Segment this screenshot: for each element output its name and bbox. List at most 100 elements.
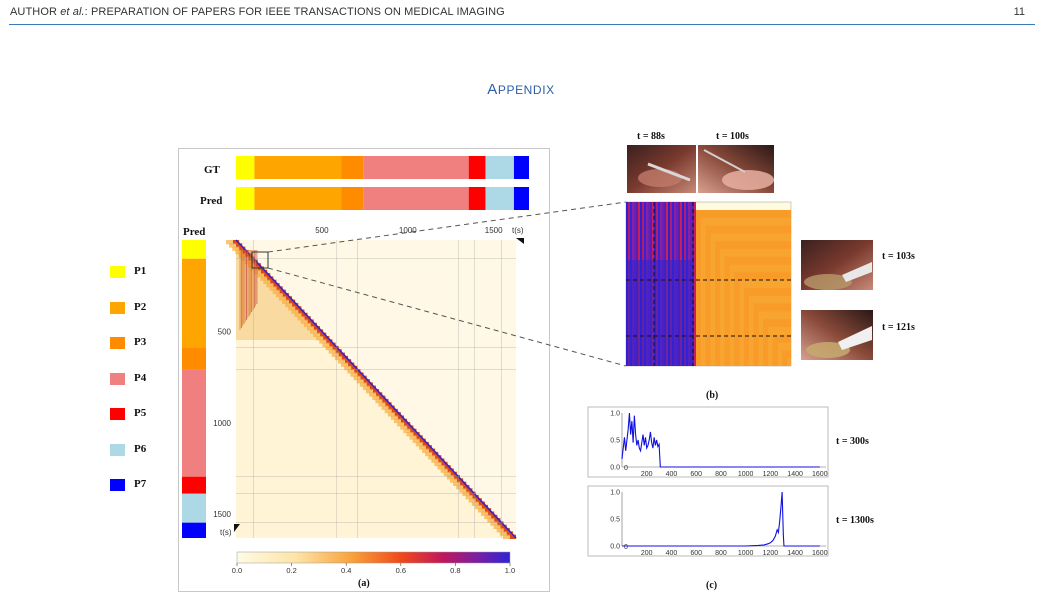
diagonal-core (481, 504, 488, 510)
diagonal-cell (282, 299, 296, 304)
diagonal-cell (437, 465, 451, 470)
diagonal-core (313, 326, 320, 331)
x-tick-label: 200 (641, 550, 653, 557)
legend-label-p6: P6 (134, 442, 147, 455)
diagonal-core (422, 441, 429, 447)
frame-label-88: t = 88s (637, 131, 665, 142)
heatmap-diagonal (226, 239, 517, 539)
top-tick-label: 1500 (485, 226, 503, 235)
pred-bar-segment-p1 (236, 187, 255, 210)
legend-swatch-p1 (110, 266, 125, 278)
pred-column-segment-p2 (182, 258, 206, 348)
diagonal-core (273, 283, 280, 288)
frame-88 (627, 145, 696, 193)
pred-column-segment-p6 (182, 493, 206, 523)
series-line (621, 412, 820, 468)
diagonal-cell (266, 283, 280, 288)
diagonal-core (276, 286, 283, 291)
diagonal-cell (313, 332, 327, 338)
diagonal-core (332, 345, 339, 351)
diagonal-cell (422, 448, 436, 453)
diagonal-cell (369, 392, 383, 397)
pred-bar-segment-p4 (363, 187, 469, 210)
diagonal-core (466, 488, 473, 493)
pred-bar-segment-p2 (254, 187, 342, 210)
header-title: : PREPARATION OF PAPERS FOR IEEE TRANSAC… (84, 6, 505, 18)
diagonal-core (450, 471, 457, 477)
y-tick-label: 0.0 (610, 544, 620, 551)
diagonal-cell (465, 494, 479, 500)
heatmap-ticks: 500 1000 1500 500 1000 1500 (213, 226, 503, 519)
diagonal-core (245, 253, 252, 258)
diagonal-core (407, 425, 414, 430)
diagonal-core (457, 478, 464, 483)
diagonal-cell (319, 339, 333, 344)
legend-label-p3: P3 (134, 336, 147, 348)
x-tick-label: 1600 (812, 471, 828, 478)
diagonal-cell (456, 485, 470, 490)
diagonal-cell (415, 441, 429, 447)
legend-swatch-p7 (110, 479, 125, 491)
gt-row-label: GT (204, 164, 220, 176)
diagonal-cell (378, 402, 392, 407)
diagonal-cell (235, 249, 249, 255)
diagonal-cell (232, 246, 246, 251)
diagonal-core (251, 259, 258, 265)
colorbar-tick-label: 1.0 (505, 566, 515, 575)
y-tick-label: 0.0 (610, 465, 620, 472)
x-tick-label: 1200 (763, 471, 779, 478)
colorbar-tick-label: 0.0 (232, 566, 242, 575)
diagonal-core (295, 306, 302, 311)
diagonal-cell (344, 365, 358, 371)
diagonal-cell (474, 504, 488, 510)
line-chart-t300: 0.0 0.5 1.0 0 200 400 600 800 1000 1200 1400 1600 (610, 411, 827, 479)
diagonal-core (429, 448, 436, 453)
gt-bar-segment-p7 (513, 156, 529, 179)
frame-100-tissue (722, 170, 774, 190)
pred-row-label: Pred (200, 195, 223, 207)
top-axis-unit: t(s) (512, 226, 524, 235)
header-rule (9, 24, 1035, 25)
zoom-stair-step (782, 350, 791, 366)
diagonal-core (326, 339, 333, 344)
diagonal-core (438, 458, 445, 463)
diagonal-cell (359, 382, 373, 387)
diagonal-cell (263, 279, 277, 285)
diagonal-core (282, 292, 289, 298)
x-tick-label: 1400 (787, 550, 803, 557)
diagonal-core (404, 422, 411, 427)
legend-label-p4: P4 (134, 371, 147, 384)
diagonal-core (475, 498, 482, 503)
x-tick-label: 1000 (738, 550, 754, 557)
pred-column-segment-p3 (182, 347, 206, 370)
gt-bar-segment-p4 (363, 156, 469, 179)
diagonal-cell (306, 326, 320, 331)
left-axis-unit: t(s) (220, 528, 232, 537)
diagonal-core (432, 451, 439, 457)
diagonal-cell (499, 531, 513, 536)
x-tick-zero: 0 (624, 544, 628, 551)
diagonal-cell (428, 455, 442, 460)
diagonal-core (264, 273, 271, 278)
colorbar-tick-label: 0.8 (450, 566, 460, 575)
gt-bar-segment-p2 (254, 156, 342, 179)
header-etal: et al. (60, 6, 85, 18)
diagonal-cell (316, 336, 330, 341)
diagonal-core (506, 531, 513, 536)
diagonal-cell (425, 451, 439, 457)
diagonal-core (382, 398, 389, 404)
header-author: AUTHOR (10, 6, 58, 18)
diagonal-cell (397, 422, 411, 427)
line-chart-2-frame (587, 485, 829, 557)
diagonal-cell (406, 432, 420, 437)
diagonal-cell (328, 349, 342, 354)
diagonal-cell (450, 478, 464, 483)
diagonal-cell (440, 468, 454, 473)
frame-label-103: t = 103s (882, 251, 915, 262)
panel-a-frame (178, 148, 550, 592)
diagonal-cell (244, 259, 258, 265)
diagonal-core (298, 309, 305, 314)
x-tick-label: 400 (666, 550, 678, 557)
section-heading: APPENDIX (0, 81, 1042, 98)
